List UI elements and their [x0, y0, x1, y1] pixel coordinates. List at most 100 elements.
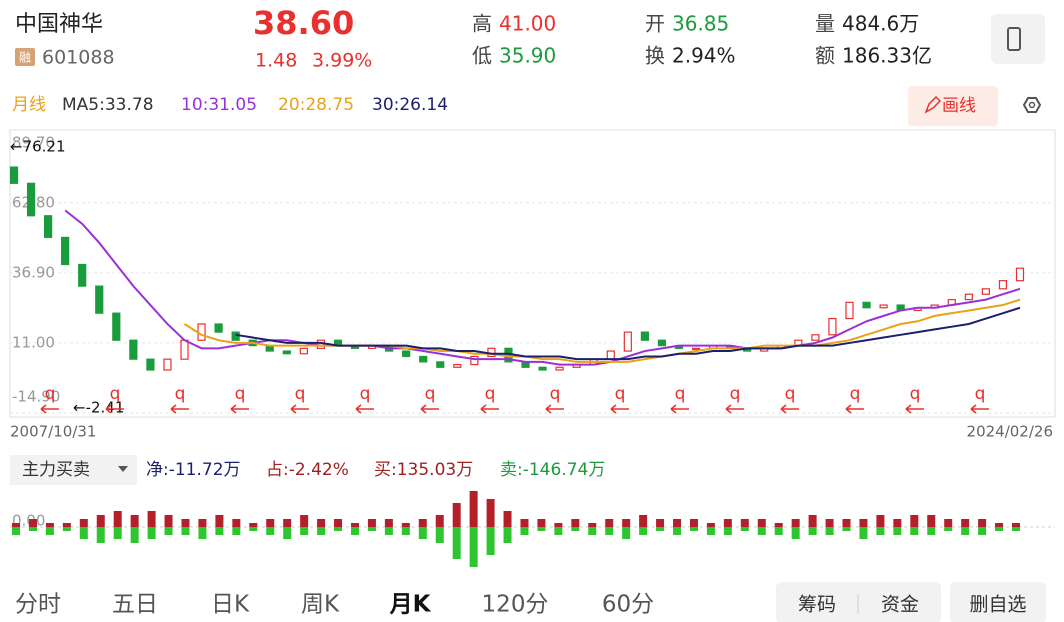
buy-bar: [689, 519, 698, 527]
buy-bar: [978, 519, 987, 527]
sell-bar: [622, 527, 631, 539]
sell-bar: [45, 527, 54, 535]
buy-bar: [486, 499, 495, 527]
price: 38.60: [253, 4, 354, 42]
fund-button[interactable]: 资金: [881, 594, 919, 616]
sell-bar: [757, 527, 766, 535]
sell-bar: [28, 527, 37, 531]
period-tab[interactable]: 月K: [389, 592, 432, 618]
signal-arrow: [780, 404, 799, 414]
chip-button[interactable]: 筹码: [798, 594, 836, 616]
buy-bar: [469, 491, 478, 527]
ma5: MA5:33.78: [62, 95, 154, 115]
signal-arrow: [905, 404, 924, 414]
buy-bar: [113, 511, 122, 527]
draw-button[interactable]: 画线: [942, 96, 976, 116]
signal-marker: q: [110, 384, 121, 404]
candle: [828, 317, 837, 336]
quote-value: 186.33亿: [842, 44, 932, 68]
y-tick-label: 89.70: [12, 134, 55, 152]
candle: [862, 301, 871, 309]
candle: [26, 182, 36, 217]
buy-bar: [350, 523, 359, 527]
buy-bar: [859, 519, 868, 527]
signal-marker: q: [550, 384, 561, 404]
signal-marker: q: [175, 384, 186, 404]
sell-bar: [656, 527, 665, 531]
sell-bar: [639, 527, 648, 535]
buy-bar: [537, 519, 546, 527]
sell-bar: [198, 527, 207, 539]
period-tab[interactable]: 周K: [301, 592, 340, 618]
sell-bar: [605, 527, 614, 535]
sell-bar: [181, 527, 190, 535]
buy-bar: [198, 519, 207, 527]
sell-bar: [893, 527, 902, 535]
candle: [163, 358, 172, 371]
sell-bar: [384, 527, 393, 535]
remove-watchlist[interactable]: 删自选: [969, 594, 1026, 616]
sell-bar: [79, 527, 88, 539]
sell-bar: [215, 527, 224, 535]
candle: [964, 293, 973, 301]
period-tab[interactable]: 120分: [482, 592, 549, 618]
candle: [44, 215, 53, 239]
buy-bar: [927, 515, 936, 527]
draw-button-bg[interactable]: [908, 86, 998, 126]
buy-bar: [28, 519, 37, 527]
signal-arrow: [610, 404, 629, 414]
candle: [214, 323, 223, 333]
buy-bar: [791, 519, 800, 527]
buy-bar: [452, 503, 461, 527]
sell-bar: [96, 527, 105, 543]
sell-bar: [249, 527, 258, 531]
period-tab[interactable]: 五日: [112, 592, 158, 618]
buy-bar: [215, 515, 224, 527]
flow-sell: 卖:-146.74万: [500, 460, 605, 480]
quote-label: 高: [472, 12, 492, 36]
selector-bg[interactable]: [10, 455, 137, 485]
start-date: 2007/10/31: [10, 423, 96, 441]
settings-icon[interactable]: [1022, 97, 1042, 113]
stock-name: 中国神华: [15, 12, 103, 37]
quote-label: 低: [472, 44, 492, 68]
ma-period: 月线: [12, 95, 46, 115]
signal-arrow: [420, 404, 439, 414]
quote-value: 35.90: [499, 44, 556, 68]
buy-bar: [825, 519, 834, 527]
sell-bar: [62, 527, 71, 531]
signal-arrow: [845, 404, 864, 414]
candle: [282, 350, 291, 355]
signal-marker: q: [785, 384, 796, 404]
sell-bar: [673, 527, 682, 535]
change: 1.48: [255, 50, 297, 72]
y-tick-label: -14.90: [12, 388, 60, 406]
signal-arrow: [670, 404, 689, 414]
buy-bar: [910, 515, 919, 527]
layout-button[interactable]: [991, 14, 1045, 64]
buy-bar: [605, 519, 614, 527]
buy-bar: [639, 515, 648, 527]
candle: [845, 301, 854, 320]
signal-marker: q: [675, 384, 686, 404]
signal-marker: q: [910, 384, 921, 404]
buy-bar: [367, 519, 376, 527]
period-tab[interactable]: 日K: [211, 592, 250, 618]
candle: [998, 280, 1008, 290]
buy-bar: [554, 523, 563, 527]
flow-buy: 买:135.03万: [374, 460, 473, 480]
quote-label: 换: [645, 44, 665, 68]
sell-bar: [723, 527, 732, 535]
flow-selector[interactable]: 主力买卖: [22, 460, 90, 480]
period-tab[interactable]: 60分: [602, 592, 654, 618]
period-tab[interactable]: 分时: [15, 592, 61, 618]
sell-bar: [1012, 527, 1020, 531]
sell-bar: [113, 527, 122, 539]
candle: [1015, 267, 1025, 282]
candle: [606, 350, 615, 360]
buy-bar: [961, 519, 970, 527]
sell-bar: [266, 527, 275, 535]
sell-bar: [367, 527, 376, 531]
sell-bar: [774, 527, 783, 535]
